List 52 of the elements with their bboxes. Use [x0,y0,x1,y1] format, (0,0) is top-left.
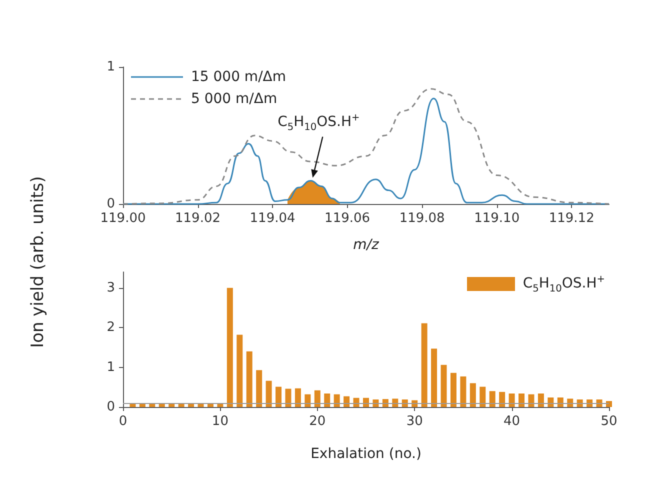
x-tick-label: 119.00 [100,211,146,226]
bar [480,386,486,407]
x-axis-title: m/z [353,237,380,253]
bar [324,394,330,407]
bar [470,383,476,407]
bar [304,394,311,407]
bar [285,388,292,407]
x-tick-label: 119.02 [175,211,221,226]
x-tick-label: 40 [504,414,520,429]
x-tick-label: 50 [600,414,618,429]
x-tick-label: 119.12 [548,211,594,226]
x-tick-label: 119.06 [324,211,370,226]
bar [294,388,301,407]
bar [431,348,438,407]
y-tick-label: 3 [106,280,115,296]
x-tick-label: 119.04 [250,211,296,226]
bar [334,394,340,407]
bar [421,323,428,407]
bar [246,351,252,407]
bar [256,370,262,407]
x-tick-label: 0 [118,414,128,429]
x-tick-label: 119.08 [399,211,445,226]
y-tick-label: 1 [106,60,115,74]
y-tick-label: 0 [106,400,115,414]
x-tick-label: 119.10 [474,211,520,226]
bar [489,391,496,407]
bar [266,380,272,407]
bar [236,334,243,407]
bar [276,386,282,407]
y-axis-title: Ion yield (arb. units) [28,176,48,348]
x-tick-label: 20 [309,414,326,429]
bar [314,390,320,407]
bar [518,394,525,407]
legend-label: 5 000 m/Δm [191,91,278,107]
x-axis-title: Exhalation (no.) [310,446,422,462]
legend-label: C$_{5}$H$_{10}$OS.H$^{+}$ [522,274,605,294]
y-tick-label: 2 [106,320,115,336]
x-tick-label: 30 [406,414,423,429]
y-tick-label: 0 [106,196,115,212]
legend-label: 15 000 m/Δm [191,69,286,85]
y-tick-label: 1 [106,360,115,375]
bar [508,394,515,407]
bar [450,372,456,407]
bar [460,376,466,407]
annotation: C$_{5}$H$_{10}$OS.H$^{+}$ [278,112,360,133]
bar [538,394,544,407]
bar [528,394,534,407]
bar [226,288,233,407]
x-tick-label: 10 [212,414,228,429]
bar [499,392,506,407]
bar [606,401,612,407]
bar [440,364,447,407]
